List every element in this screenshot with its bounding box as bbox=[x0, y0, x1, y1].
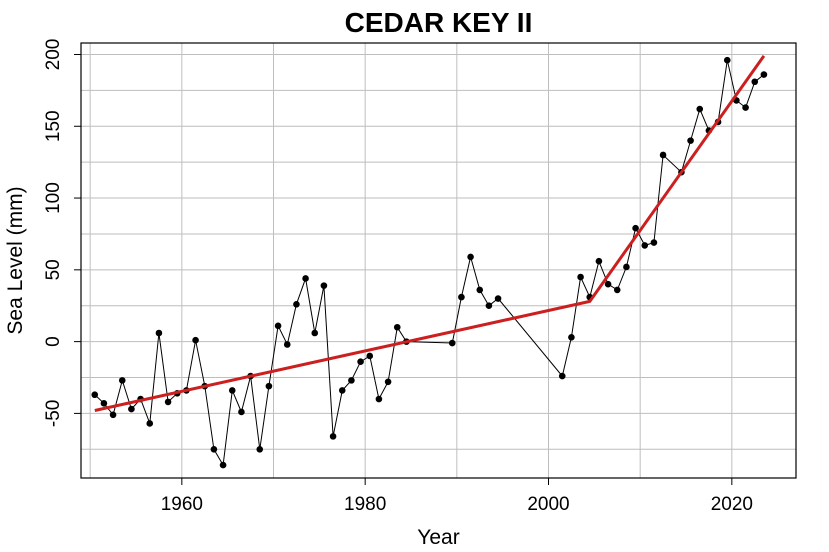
data-point bbox=[687, 137, 694, 144]
data-point bbox=[696, 105, 704, 113]
y-tick-label: 0 bbox=[43, 336, 64, 347]
x-tick-label: 1980 bbox=[344, 494, 386, 515]
data-point bbox=[375, 395, 383, 403]
data-point bbox=[760, 71, 768, 78]
data-point bbox=[485, 302, 493, 310]
data-point bbox=[458, 293, 465, 301]
data-point bbox=[604, 280, 612, 288]
data-point bbox=[568, 334, 575, 341]
x-tick-label: 1960 bbox=[161, 494, 203, 515]
data-point bbox=[723, 56, 731, 64]
data-point bbox=[118, 377, 126, 384]
grid bbox=[81, 43, 796, 478]
data-point bbox=[641, 242, 649, 249]
data-point bbox=[192, 336, 199, 344]
data-point bbox=[558, 372, 566, 380]
data-point bbox=[302, 275, 309, 282]
data-point bbox=[164, 398, 172, 406]
x-axis-label: Year bbox=[417, 526, 459, 549]
data-point bbox=[293, 300, 300, 308]
data-point bbox=[155, 329, 163, 337]
data-point bbox=[613, 286, 621, 294]
data-point bbox=[476, 286, 484, 294]
data-point bbox=[146, 420, 154, 427]
series bbox=[91, 55, 768, 469]
data-point bbox=[338, 387, 346, 394]
plot-border bbox=[80, 42, 797, 479]
data-point bbox=[109, 411, 117, 419]
data-point bbox=[219, 461, 227, 469]
data-point bbox=[91, 391, 99, 399]
data-point bbox=[595, 257, 603, 265]
data-point bbox=[742, 104, 749, 111]
data-point bbox=[494, 295, 502, 302]
data-point bbox=[632, 224, 639, 232]
y-axis-label: Sea Level (mm) bbox=[4, 186, 27, 334]
data-point bbox=[348, 377, 355, 384]
data-point bbox=[238, 408, 245, 416]
x-tick-label: 2000 bbox=[527, 494, 569, 515]
axes: 1960 1980 2000 2020 -50 0 50 100 150 200 bbox=[43, 39, 753, 515]
data-point bbox=[274, 322, 282, 330]
data-point bbox=[366, 352, 374, 360]
data-point bbox=[623, 263, 630, 271]
y-tick-label: -50 bbox=[43, 400, 64, 427]
data-point bbox=[311, 329, 319, 337]
data-point bbox=[329, 433, 337, 440]
observed-series-line bbox=[94, 60, 765, 467]
data-point bbox=[265, 382, 273, 390]
data-point bbox=[751, 78, 759, 86]
data-point bbox=[128, 405, 135, 413]
data-point bbox=[384, 378, 392, 386]
data-point bbox=[228, 387, 236, 394]
y-tick-label: 200 bbox=[43, 39, 64, 71]
data-point bbox=[320, 282, 328, 289]
data-point bbox=[393, 323, 401, 331]
chart-title: CEDAR KEY II bbox=[345, 7, 533, 38]
data-point bbox=[577, 273, 584, 281]
y-tick-label: 150 bbox=[43, 110, 64, 142]
y-tick-label: 100 bbox=[43, 182, 64, 214]
data-point bbox=[448, 339, 456, 347]
data-point bbox=[650, 239, 658, 246]
x-tick-label: 2020 bbox=[711, 494, 753, 515]
data-point bbox=[659, 151, 667, 159]
y-tick-label: 50 bbox=[43, 259, 64, 280]
data-point bbox=[256, 445, 264, 453]
data-point bbox=[467, 253, 474, 261]
data-point bbox=[357, 358, 364, 366]
data-point bbox=[283, 341, 291, 348]
data-point bbox=[210, 445, 218, 453]
trend-line bbox=[94, 55, 766, 412]
data-point bbox=[100, 400, 108, 407]
